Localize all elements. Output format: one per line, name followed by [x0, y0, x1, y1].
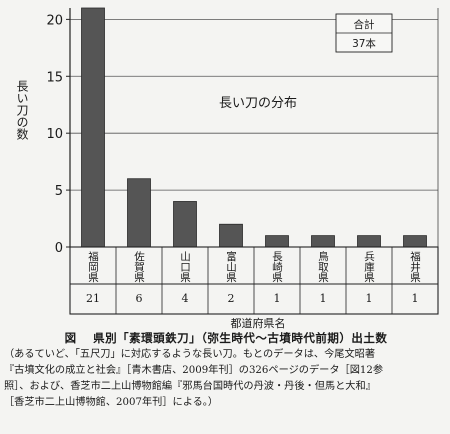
bar-5 — [265, 235, 289, 248]
category-label: 福井県 — [409, 250, 421, 283]
data-label: 1 — [412, 292, 419, 305]
data-label: 4 — [182, 292, 189, 305]
data-label: 1 — [366, 292, 373, 305]
y-axis-label: 長い刀の数 — [15, 80, 29, 141]
bar-2 — [127, 178, 151, 248]
caption-line: 『古墳文化の成立と社会』［青木書店、2009年刊］の326ページのデータ［図12… — [4, 365, 384, 376]
data-label: 1 — [274, 292, 281, 305]
data-label: 1 — [320, 292, 327, 305]
total-value: 37本 — [352, 37, 376, 50]
y-tick-label: 0 — [55, 241, 63, 256]
bar-3 — [173, 201, 197, 248]
y-tick-label: 10 — [46, 127, 63, 142]
data-label: 2 — [228, 292, 235, 305]
chart-title: 長い刀の分布 — [219, 96, 297, 111]
caption-line: ［香芝市二上山博物館、2007年刊］による。） — [4, 397, 219, 408]
category-label: 鳥取県 — [317, 250, 329, 283]
category-label: 佐賀県 — [133, 250, 145, 283]
category-label: 兵庫県 — [363, 250, 375, 283]
data-label: 21 — [86, 292, 100, 305]
category-label: 福岡県 — [87, 250, 99, 283]
bar-1 — [81, 7, 105, 248]
total-label: 合計 — [354, 18, 375, 31]
caption-line: 照］、および、香芝市二上山博物館編『邪馬台国時代の丹波・丹後・但馬と大和』 — [4, 381, 376, 392]
bar-7 — [357, 235, 381, 248]
caption-label: 図 — [64, 331, 77, 345]
x-axis-label: 都道府県名 — [231, 316, 286, 330]
category-label: 長崎県 — [271, 251, 283, 283]
y-tick-label: 15 — [46, 70, 63, 85]
caption-body: （あるていど、「五尺刀」に対応するような長い刀。もとのデータは、今尾文昭著 『古… — [4, 347, 446, 411]
y-tick-label: 20 — [46, 13, 63, 28]
category-label: 富山県 — [225, 250, 237, 283]
data-label: 6 — [136, 292, 143, 305]
bars — [81, 7, 427, 248]
caption-line: （あるていど、「五尺刀」に対応するような長い刀。もとのデータは、今尾文昭著 — [4, 349, 376, 360]
bar-8 — [403, 235, 427, 248]
data-table — [69, 246, 439, 315]
y-tick-label: 5 — [55, 184, 63, 199]
axes — [66, 8, 439, 248]
caption-title: 県別「素環頭鉄刀」（弥生時代～古墳時代前期）出土数 — [93, 331, 388, 345]
category-label: 山口県 — [179, 251, 191, 283]
bar-4 — [219, 223, 243, 248]
figure-caption: 図 県別「素環頭鉄刀」（弥生時代～古墳時代前期）出土数 — [10, 330, 442, 346]
bar-6 — [311, 235, 335, 248]
